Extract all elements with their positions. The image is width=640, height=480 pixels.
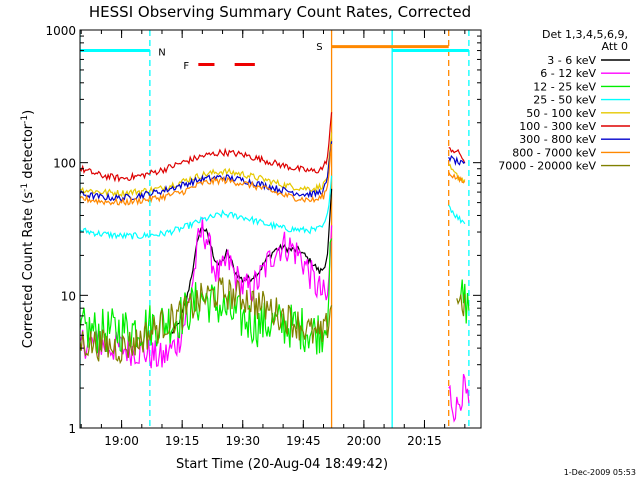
legend-label-4: 50 - 100 keV bbox=[526, 107, 596, 120]
legend-label-5: 100 - 300 keV bbox=[519, 120, 596, 133]
y-tick-label-2: 100 bbox=[53, 157, 76, 171]
footer-timestamp: 1-Dec-2009 05:53 bbox=[564, 468, 636, 477]
annotation-n: N bbox=[158, 47, 165, 58]
series-line-3 bbox=[80, 175, 466, 240]
y-tick-label-3: 1000 bbox=[45, 24, 76, 38]
series-line-7 bbox=[80, 143, 466, 206]
x-axis-label: Start Time (20-Aug-04 18:49:42) bbox=[176, 457, 388, 472]
y-tick-label-1: 10 bbox=[61, 289, 76, 303]
x-tick-label-5: 20:15 bbox=[407, 434, 442, 448]
series-line-5 bbox=[80, 112, 466, 183]
y-axis-label-main: Corrected Count Rate (s bbox=[21, 192, 36, 349]
x-tick-label-1: 19:15 bbox=[165, 434, 200, 448]
tick-layer: 1 10 100 1000 19:00 19:15 19:30 19:45 20:00 20:15 bbox=[45, 24, 481, 448]
series-layer bbox=[80, 112, 470, 423]
x-tick-label-4: 20:00 bbox=[347, 434, 382, 448]
legend-header-line2: Att 0 bbox=[602, 40, 628, 53]
legend-label-0: 3 - 6 keV bbox=[547, 54, 596, 67]
axes-frame bbox=[79, 29, 482, 429]
x-tick-label-3: 19:45 bbox=[286, 434, 321, 448]
y-axis-label: Corrected Count Rate (s-1 detector-1) bbox=[20, 110, 36, 348]
series-line-2 bbox=[80, 238, 470, 355]
legend-header-line1: Det 1,3,4,5,6,9, bbox=[542, 28, 628, 41]
chart-title: HESSI Observing Summary Count Rates, Cor… bbox=[89, 3, 471, 21]
x-tick-label-0: 19:00 bbox=[104, 434, 139, 448]
annotation-layer: N F S bbox=[158, 42, 322, 72]
legend-label-1: 6 - 12 keV bbox=[540, 67, 596, 80]
y-axis-label-end: ) bbox=[21, 110, 36, 115]
legend-label-7: 800 - 7000 keV bbox=[512, 146, 596, 159]
legend-label-8: 7000 - 20000 keV bbox=[498, 160, 596, 173]
y-tick-label-0: 1 bbox=[68, 422, 76, 436]
y-axis-label-mid: detector bbox=[21, 123, 36, 183]
series-line-4 bbox=[80, 132, 466, 198]
annotation-f: F bbox=[183, 61, 189, 72]
annotation-s: S bbox=[316, 42, 322, 53]
state-layer bbox=[80, 30, 470, 428]
y-axis-label-sup1: -1 bbox=[20, 183, 30, 192]
legend-label-3: 25 - 50 keV bbox=[533, 94, 596, 107]
y-axis-label-sup2: -1 bbox=[20, 115, 30, 124]
legend-label-2: 12 - 25 keV bbox=[533, 80, 596, 93]
x-tick-label-2: 19:30 bbox=[225, 434, 260, 448]
legend-label-6: 300 - 800 keV bbox=[519, 133, 596, 146]
plot-area: N F S bbox=[80, 30, 470, 428]
series-line-8 bbox=[80, 277, 466, 365]
